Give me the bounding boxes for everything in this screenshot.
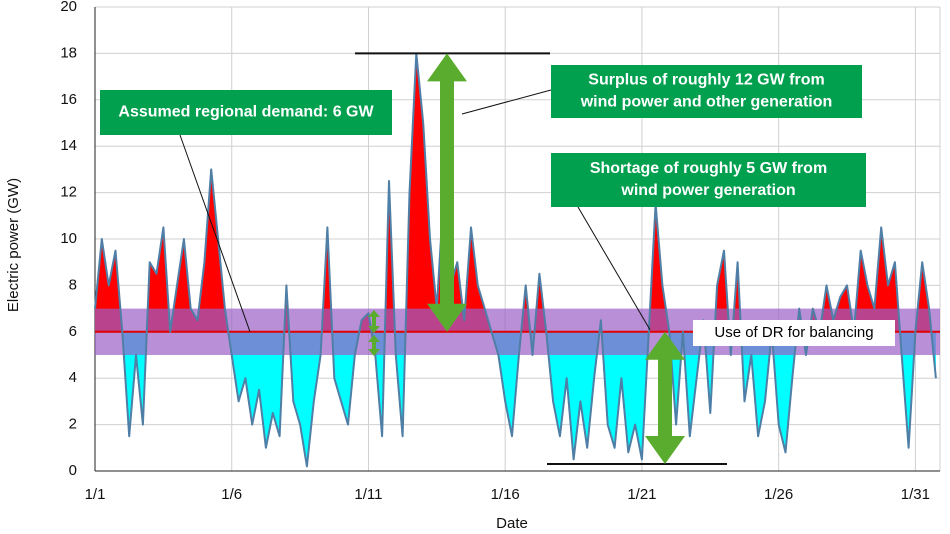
shortage-area <box>95 331 936 467</box>
y-tick-label: 16 <box>60 91 77 108</box>
pointer <box>461 89 552 115</box>
y-tick-label: 8 <box>69 276 77 293</box>
small-arrow <box>368 310 380 333</box>
y-tick-label: 2 <box>69 416 77 433</box>
annotation-line: Surplus of roughly 12 GW from <box>588 72 824 89</box>
demand-annotation-text: Assumed regional demand: 6 GW <box>118 104 374 121</box>
shortage-annotation-text: Shortage of roughly 5 GW from wind power … <box>590 160 827 199</box>
x-tick-label: 1/6 <box>221 486 242 503</box>
pointer <box>577 206 651 331</box>
x-tick-label: 1/31 <box>901 486 930 503</box>
surplus-annotation-box <box>551 65 862 118</box>
shortage-annotation-box <box>551 153 866 207</box>
annotation-line: wind power generation <box>620 182 795 199</box>
y-tick-label: 12 <box>60 184 77 201</box>
surplus-arrow <box>427 53 467 332</box>
x-tick-label: 1/21 <box>627 486 656 503</box>
x-tick-label: 1/11 <box>354 486 382 503</box>
y-tick-label: 18 <box>60 44 77 61</box>
surplus-annotation-text: Surplus of roughly 12 GW from wind power … <box>580 72 833 111</box>
y-tick-label: 0 <box>69 462 77 479</box>
annotation-line: wind power and other generation <box>580 94 833 111</box>
y-tick-label: 6 <box>69 323 77 340</box>
small-arrow <box>368 335 380 356</box>
dr-label: Use of DR for balancing <box>714 324 873 341</box>
x-axis-label: Date <box>496 515 528 532</box>
y-tick-label: 10 <box>60 230 77 247</box>
annotation-line: Shortage of roughly 5 GW from <box>590 160 827 177</box>
demand-annotation-box <box>100 90 392 135</box>
x-tick-label: 1/16 <box>491 486 520 503</box>
y-tick-label: 20 <box>60 0 77 15</box>
dr-label-box <box>693 320 895 346</box>
y-axis-label: Electric power (GW) <box>5 178 22 312</box>
shortage-arrow <box>645 331 685 465</box>
pointer <box>179 134 251 332</box>
x-tick-label: 1/1 <box>85 486 106 503</box>
x-tick-label: 1/26 <box>764 486 793 503</box>
y-tick-label: 14 <box>60 137 77 154</box>
y-tick-label: 4 <box>69 369 77 386</box>
